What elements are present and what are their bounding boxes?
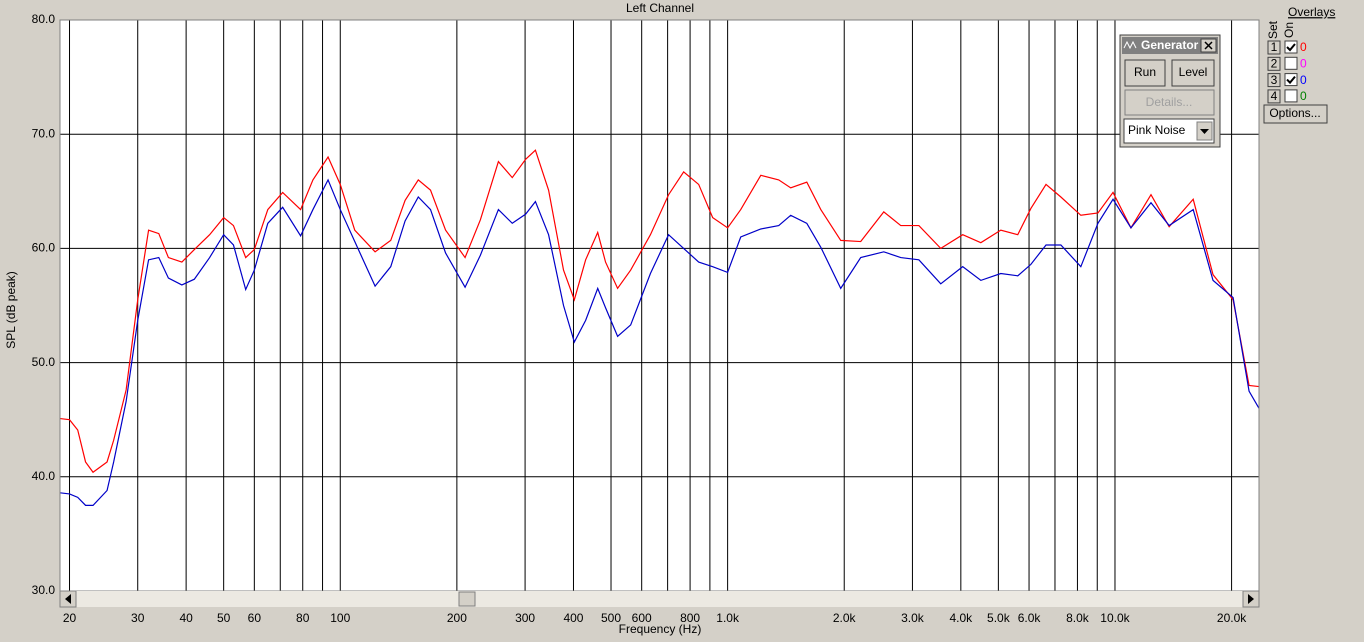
level-label: Level — [1179, 65, 1208, 79]
x-tick-label: 600 — [632, 611, 652, 625]
level-button[interactable] — [1171, 59, 1215, 87]
x-tick-label: 5.0k — [987, 611, 1011, 625]
check-mark — [1286, 75, 1296, 85]
generator-titlebar — [1122, 37, 1218, 54]
overlay-checkbox[interactable] — [1284, 40, 1298, 54]
x-tick-label: 40 — [179, 611, 193, 625]
x-tick-label: 30 — [131, 611, 145, 625]
x-tick-label: 20.0k — [1217, 611, 1247, 625]
set-label: Set — [1266, 20, 1280, 39]
x-tick-label: 1.0k — [716, 611, 740, 625]
x-tick-label: 80 — [296, 611, 310, 625]
run-button[interactable] — [1124, 59, 1166, 87]
details-label: Details... — [1146, 95, 1193, 109]
y-tick-label: 60.0 — [32, 241, 56, 255]
dropdown-icon — [1200, 129, 1209, 134]
scroll-track[interactable] — [60, 591, 1259, 607]
chart-title: Left Channel — [626, 1, 694, 15]
set-number: 1 — [1271, 40, 1278, 54]
x-tick-label: 500 — [601, 611, 621, 625]
x-tick-label: 800 — [680, 611, 700, 625]
series-line — [60, 178, 1259, 506]
set-button[interactable] — [1267, 40, 1281, 55]
details-button[interactable] — [1124, 89, 1215, 116]
overlay-checkbox[interactable] — [1284, 73, 1298, 87]
x-tick-label: 300 — [515, 611, 535, 625]
arrow-icon — [65, 594, 71, 604]
close-icon — [1204, 41, 1213, 50]
x-tick-label: 2.0k — [833, 611, 857, 625]
x-tick-label: 60 — [248, 611, 262, 625]
x-tick-label: 50 — [217, 611, 231, 625]
overlays-panel: Overlays Set On Options... 1 0 2 0 3 0 4 0 — [1263, 5, 1335, 124]
y-tick-label: 70.0 — [32, 126, 56, 140]
overlay-value: 0 — [1300, 73, 1307, 87]
overlay-value: 0 — [1300, 56, 1307, 70]
x-tick-label: 8.0k — [1066, 611, 1090, 625]
y-axis-label: SPL (dB peak) — [4, 271, 18, 349]
plot-lines — [60, 149, 1259, 506]
x-tick-label: 6.0k — [1018, 611, 1042, 625]
x-tick-label: 200 — [447, 611, 467, 625]
set-button[interactable] — [1267, 56, 1281, 71]
x-tick-label: 4.0k — [949, 611, 973, 625]
set-button[interactable] — [1267, 73, 1281, 88]
set-number: 4 — [1271, 89, 1278, 103]
series-line — [60, 149, 1259, 474]
y-tick-label: 80.0 — [32, 12, 56, 26]
set-number: 3 — [1271, 73, 1278, 87]
x-axis-label: Frequency (Hz) — [619, 622, 702, 636]
arrow-icon — [1248, 594, 1254, 604]
set-number: 2 — [1271, 56, 1278, 70]
x-tick-label: 20 — [63, 611, 77, 625]
x-tick-label: 10.0k — [1100, 611, 1130, 625]
signal-label: Pink Noise — [1128, 123, 1186, 137]
overlay-checkbox[interactable] — [1284, 56, 1298, 70]
x-tick-label: 3.0k — [901, 611, 925, 625]
generator-title: Generator — [1141, 38, 1199, 52]
set-button[interactable] — [1267, 89, 1281, 104]
generator-window: Generator Run Level Details... Pink Nois… — [1119, 34, 1221, 148]
options-label: Options... — [1269, 106, 1320, 120]
overlay-value: 0 — [1300, 89, 1307, 103]
y-tick-label: 50.0 — [32, 355, 56, 369]
plot-area — [60, 20, 1259, 591]
overlay-checkbox[interactable] — [1284, 89, 1298, 103]
y-tick-label: 30.0 — [32, 583, 56, 597]
x-tick-label: 100 — [330, 611, 350, 625]
run-label: Run — [1134, 65, 1156, 79]
y-tick-label: 40.0 — [32, 469, 56, 483]
x-tick-label: 400 — [563, 611, 583, 625]
overlays-title[interactable]: Overlays — [1288, 5, 1335, 19]
scrollbar — [59, 590, 1260, 608]
overlay-value: 0 — [1300, 40, 1307, 54]
scroll-thumb[interactable] — [458, 591, 476, 607]
generator-icon — [1123, 40, 1137, 50]
on-label: On — [1282, 22, 1296, 38]
options-button[interactable] — [1263, 104, 1328, 124]
check-mark — [1286, 43, 1296, 52]
